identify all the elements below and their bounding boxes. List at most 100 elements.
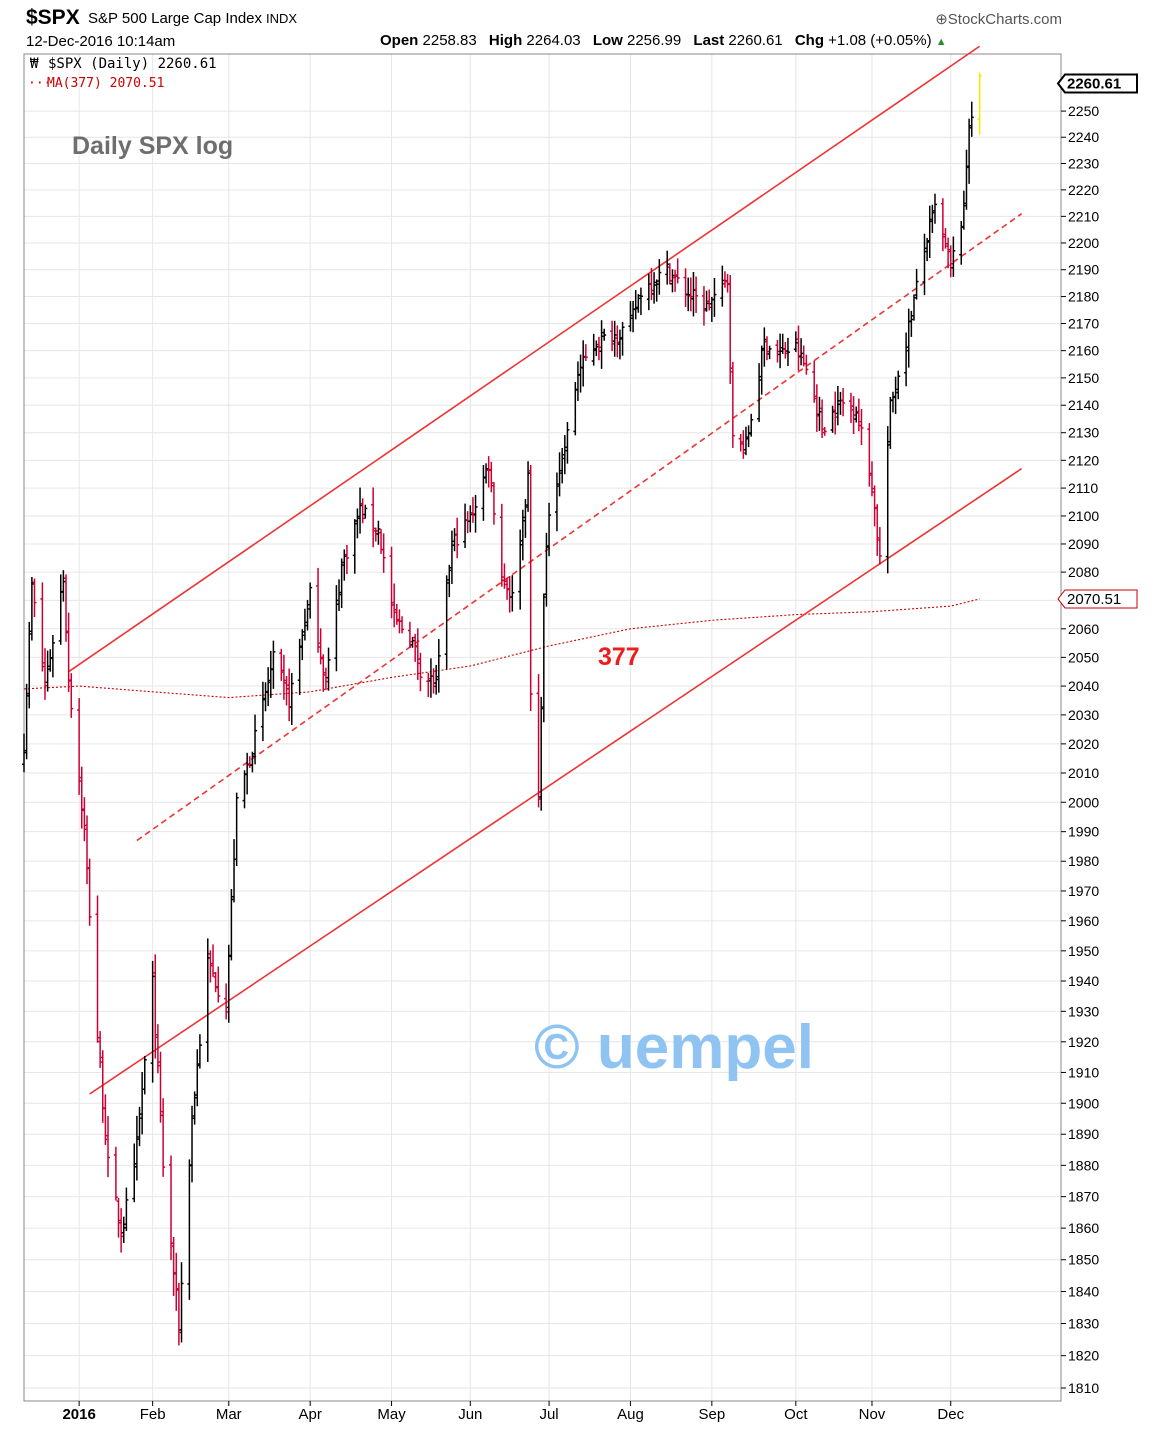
ohlc-bar [869, 461, 874, 497]
y-tick-label: 2050 [1068, 649, 1099, 665]
ohlc-bar [85, 815, 90, 885]
ohlc-bar [289, 672, 294, 726]
ohlc-bar [712, 277, 717, 317]
y-tick-label: 2120 [1068, 452, 1099, 468]
ohlc-bar [757, 363, 762, 423]
ohlc-bar [50, 634, 55, 678]
ohlc-bar [578, 354, 583, 393]
price-tag-box [1056, 73, 1138, 94]
ohlc-bar [468, 505, 473, 533]
high-label: High [488, 32, 523, 49]
ohlc-bar [872, 485, 877, 527]
index-name: S&P 500 Large Cap Index INDX [88, 10, 297, 27]
y-tick-label: 2250 [1068, 103, 1099, 119]
ohlc-bar [113, 1146, 118, 1201]
ohlc-bar [749, 413, 754, 437]
y-tick-label: 2090 [1068, 536, 1099, 552]
ohlc-bar [355, 508, 360, 539]
ohlc-bar [413, 633, 418, 662]
ohlc-bar [896, 370, 901, 400]
ohlc-bar [279, 648, 284, 681]
ohlc-bar [673, 269, 678, 292]
ohlc-bar [245, 752, 250, 795]
ohlc-bar [686, 277, 691, 312]
y-axis: 1810 1820 1830 1840 1850 1860 1870 1880 1890 1900… [1061, 103, 1099, 1396]
ohlc-bar [190, 1105, 195, 1183]
ohlc-bar [247, 756, 252, 768]
ohlc-bar [455, 517, 460, 559]
y-tick-label: 2170 [1068, 316, 1099, 332]
ohlc-bar [560, 447, 565, 484]
ohlc-bar [922, 233, 927, 296]
ohlc-bar [646, 273, 651, 311]
ohlc-bar [45, 650, 50, 692]
last-value: 2260.61 [728, 32, 783, 49]
ohlc-bar [583, 344, 588, 361]
ohlc-bar [323, 667, 328, 691]
x-tick-label: May [377, 1406, 406, 1423]
copyright-icon: ⊕ [935, 11, 948, 28]
ohlc-bar [452, 528, 457, 552]
ohlc-bar [302, 608, 307, 641]
ohlc-bar [134, 1115, 139, 1181]
ohlc-bar [930, 204, 935, 234]
ohlc-bar [943, 228, 948, 249]
y-tick-label: 2190 [1068, 262, 1099, 278]
ohlc-bar [707, 289, 712, 311]
ohlc-bar [969, 101, 974, 137]
y-tick-label: 2230 [1068, 155, 1099, 171]
x-tick-label: Feb [140, 1406, 166, 1423]
ohlc-bar [670, 269, 675, 293]
ohlc-bar [796, 325, 801, 371]
y-tick-label: 2060 [1068, 621, 1099, 637]
ohlc-bar [675, 258, 680, 284]
ohlc-bar [940, 198, 945, 252]
up-arrow-icon: ▲ [935, 36, 947, 48]
ohlc-bar [835, 385, 840, 426]
brand-text: StockCharts.com [947, 11, 1062, 28]
x-tick-label: Jun [458, 1406, 482, 1423]
ohlc-bar [951, 236, 956, 277]
ohlc-bar [728, 275, 733, 384]
y-tick-label: 2180 [1068, 289, 1099, 305]
watermark-text: © uempel [534, 1013, 814, 1082]
ohlc-bar [444, 575, 449, 670]
ohlc-bar [510, 575, 515, 612]
ohlc-bar [927, 205, 932, 259]
ohlc-bar [300, 629, 305, 661]
ohlc-bar [499, 503, 504, 587]
ohlc-bar [581, 340, 586, 387]
ohlc-bar [523, 499, 528, 538]
ohlc-bar [867, 423, 872, 487]
ohlc-bar [224, 983, 229, 1020]
ohlc-bar [725, 273, 730, 293]
ohlc-bar [793, 331, 798, 353]
ohlc-bar [192, 1091, 197, 1125]
ohlc-bar [305, 599, 310, 631]
ohlc-bar [43, 648, 48, 700]
ohlc-bar [161, 1098, 166, 1177]
ohlc-bar [284, 675, 289, 706]
y-tick-label: 2150 [1068, 370, 1099, 386]
y-tick-label: 1930 [1068, 1003, 1099, 1019]
ohlc-bar [596, 336, 601, 361]
ohlc-bar [890, 391, 895, 413]
y-tick-label: 2100 [1068, 508, 1099, 524]
ohlc-bar [426, 672, 431, 698]
ohlc-bar [948, 245, 953, 278]
y-tick-label: 1820 [1068, 1348, 1099, 1364]
ohlc-bar [48, 649, 53, 672]
x-tick-label: Mar [216, 1406, 242, 1423]
brand-label[interactable]: ⊕StockCharts.com [935, 10, 1062, 28]
ohlc-bar [491, 482, 496, 525]
ohlc-bar [69, 673, 74, 718]
ohlc-bar [709, 296, 714, 322]
index-name-text: S&P 500 Large Cap Index [88, 10, 263, 27]
last-label: Last [693, 32, 725, 49]
ohlc-bar [959, 221, 964, 265]
ohlc-bar [211, 944, 216, 977]
ohlc-bar [594, 340, 599, 357]
ohlc-bar [187, 1159, 192, 1300]
y-tick-label: 1850 [1068, 1252, 1099, 1268]
